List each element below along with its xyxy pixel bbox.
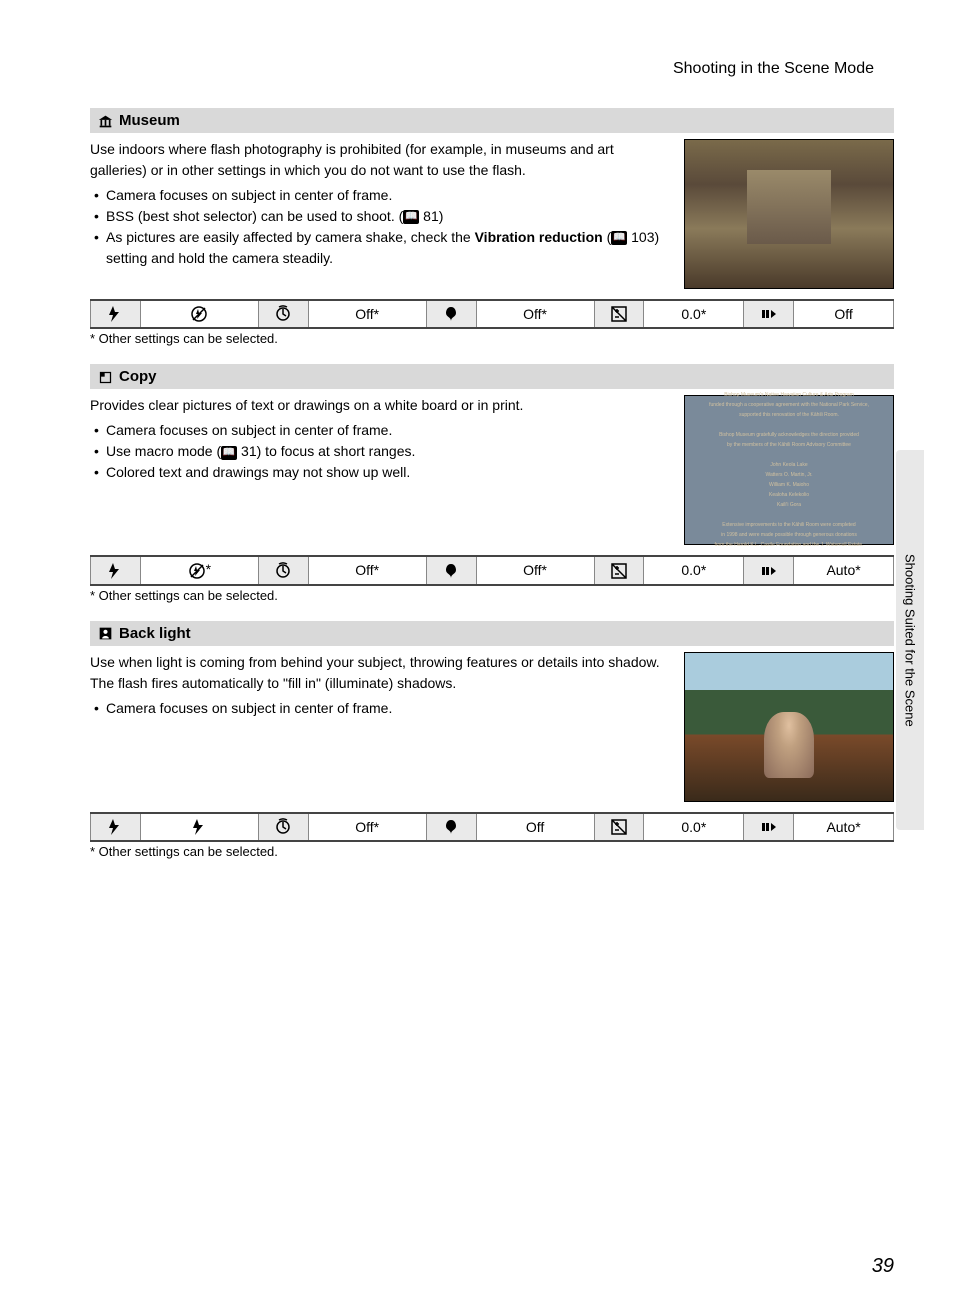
example-image-copy: Bishop Museum's Native Hawaiian Culture … <box>684 395 894 545</box>
museum-icon <box>98 112 113 129</box>
timer-icon <box>258 556 308 584</box>
section-heading: Museum <box>90 108 894 133</box>
copy-icon <box>98 368 113 385</box>
macro-icon <box>426 556 476 584</box>
section-museum: Museum Use indoors where flash photograp… <box>90 108 894 346</box>
exposure-icon <box>594 813 644 841</box>
page-header: Shooting in the Scene Mode <box>90 60 894 78</box>
settings-table: * Off* Off* 0.0* Auto* <box>90 555 894 585</box>
section-title: Copy <box>119 368 157 385</box>
example-image-backlight <box>684 652 894 802</box>
flash-icon <box>91 300 141 328</box>
settings-table: Off* Off 0.0* Auto* <box>90 812 894 842</box>
exposure-icon <box>594 300 644 328</box>
flash-value <box>140 813 258 841</box>
macro-icon <box>426 300 476 328</box>
iso-icon <box>744 556 794 584</box>
bullet: BSS (best shot selector) can be used to … <box>90 206 672 227</box>
section-intro: Use indoors where flash photography is p… <box>90 139 672 181</box>
section-backlight: Back light Use when light is coming from… <box>90 621 894 859</box>
example-image-museum <box>684 139 894 289</box>
bullet: Camera focuses on subject in center of f… <box>90 698 672 719</box>
flash-off-icon <box>190 305 208 323</box>
macro-value: Off <box>476 813 594 841</box>
timer-value: Off* <box>308 556 426 584</box>
page-ref-icon: 📖 <box>611 231 627 245</box>
bullet: As pictures are easily affected by camer… <box>90 227 672 269</box>
exposure-value: 0.0* <box>644 300 744 328</box>
page-number: 39 <box>872 1255 894 1278</box>
page-ref-icon: 📖 <box>403 210 419 224</box>
exposure-value: 0.0* <box>644 813 744 841</box>
timer-value: Off* <box>308 813 426 841</box>
flash-fill-icon <box>190 818 208 836</box>
section-copy: Copy Provides clear pictures of text or … <box>90 364 894 602</box>
section-heading: Copy <box>90 364 894 389</box>
bullet: Use macro mode (📖 31) to focus at short … <box>90 441 672 462</box>
bullet: Camera focuses on subject in center of f… <box>90 185 672 206</box>
section-title: Museum <box>119 112 180 129</box>
macro-icon <box>426 813 476 841</box>
section-intro: Provides clear pictures of text or drawi… <box>90 395 672 416</box>
iso-value: Auto* <box>794 556 894 584</box>
bullet: Colored text and drawings may not show u… <box>90 462 672 483</box>
page-ref-icon: 📖 <box>221 446 237 460</box>
macro-value: Off* <box>476 556 594 584</box>
flash-icon <box>91 556 141 584</box>
section-intro: Use when light is coming from behind you… <box>90 652 672 694</box>
timer-icon <box>258 300 308 328</box>
section-heading: Back light <box>90 621 894 646</box>
flash-off-star-icon <box>188 562 206 580</box>
backlight-icon <box>98 625 113 642</box>
footnote: * Other settings can be selected. <box>90 588 894 603</box>
footnote: * Other settings can be selected. <box>90 844 894 859</box>
timer-icon <box>258 813 308 841</box>
settings-table: Off* Off* 0.0* Off <box>90 299 894 329</box>
bullet: Camera focuses on subject in center of f… <box>90 420 672 441</box>
footnote: * Other settings can be selected. <box>90 331 894 346</box>
iso-value: Auto* <box>794 813 894 841</box>
timer-value: Off* <box>308 300 426 328</box>
iso-icon <box>744 813 794 841</box>
section-title: Back light <box>119 625 191 642</box>
flash-icon <box>91 813 141 841</box>
flash-value: * <box>140 556 258 584</box>
flash-value <box>140 300 258 328</box>
macro-value: Off* <box>476 300 594 328</box>
side-tab: Shooting Suited for the Scene <box>896 450 924 830</box>
exposure-value: 0.0* <box>644 556 744 584</box>
iso-icon <box>744 300 794 328</box>
exposure-icon <box>594 556 644 584</box>
iso-value: Off <box>794 300 894 328</box>
